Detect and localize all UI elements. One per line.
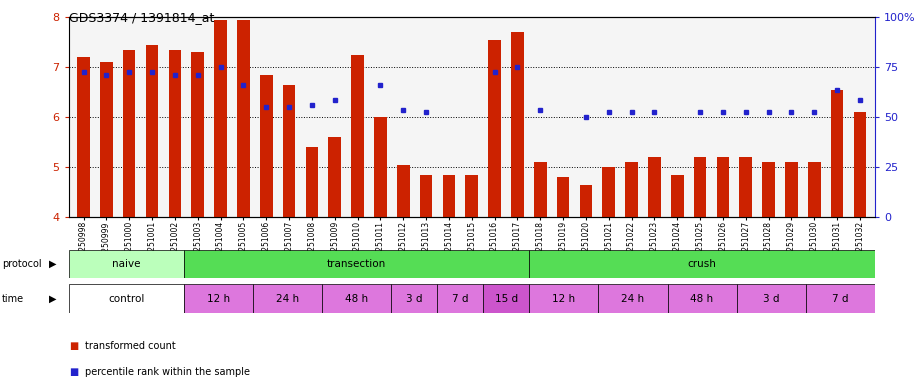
Bar <box>739 157 752 217</box>
Bar <box>69 284 184 313</box>
Bar <box>649 157 660 217</box>
Text: crush: crush <box>688 259 716 269</box>
Bar <box>329 137 341 217</box>
Text: ■: ■ <box>69 367 78 377</box>
Text: 3 d: 3 d <box>406 293 422 304</box>
Bar <box>100 62 113 217</box>
Bar <box>184 284 253 313</box>
Text: ▶: ▶ <box>49 259 56 269</box>
Bar <box>169 50 181 217</box>
Bar <box>322 284 391 313</box>
Bar <box>465 175 478 217</box>
Bar <box>488 40 501 217</box>
Bar <box>603 167 615 217</box>
Bar <box>374 117 387 217</box>
Bar <box>253 284 322 313</box>
Bar <box>283 85 295 217</box>
Text: 12 h: 12 h <box>207 293 230 304</box>
Bar <box>668 284 736 313</box>
Text: 48 h: 48 h <box>691 293 714 304</box>
Text: 7 d: 7 d <box>832 293 848 304</box>
Bar <box>785 162 798 217</box>
Bar <box>854 112 867 217</box>
Bar <box>306 147 318 217</box>
Bar <box>214 20 227 217</box>
Bar <box>831 90 844 217</box>
Text: time: time <box>2 293 24 304</box>
Text: percentile rank within the sample: percentile rank within the sample <box>85 367 250 377</box>
Bar <box>442 175 455 217</box>
Text: control: control <box>108 293 145 304</box>
Bar <box>806 284 875 313</box>
Text: GDS3374 / 1391814_at: GDS3374 / 1391814_at <box>69 12 214 25</box>
Bar <box>391 284 437 313</box>
Bar <box>534 162 547 217</box>
Bar <box>397 165 409 217</box>
Bar <box>184 250 529 278</box>
Text: transection: transection <box>327 259 387 269</box>
Text: 7 d: 7 d <box>452 293 468 304</box>
Text: 3 d: 3 d <box>763 293 780 304</box>
Bar <box>557 177 570 217</box>
Bar <box>529 250 875 278</box>
Text: 12 h: 12 h <box>552 293 575 304</box>
Bar <box>69 250 184 278</box>
Bar <box>762 162 775 217</box>
Bar <box>529 284 598 313</box>
Bar <box>420 175 432 217</box>
Bar <box>580 185 593 217</box>
Bar <box>191 52 204 217</box>
Text: 15 d: 15 d <box>495 293 518 304</box>
Bar <box>484 284 529 313</box>
Bar <box>123 50 136 217</box>
Bar <box>693 157 706 217</box>
Text: ▶: ▶ <box>49 293 56 304</box>
Bar <box>260 75 272 217</box>
Bar <box>808 162 821 217</box>
Text: ■: ■ <box>69 341 78 351</box>
Bar <box>146 45 158 217</box>
Bar <box>511 32 524 217</box>
Text: naive: naive <box>112 259 140 269</box>
Text: transformed count: transformed count <box>85 341 176 351</box>
Bar <box>626 162 638 217</box>
Bar <box>716 157 729 217</box>
Text: protocol: protocol <box>2 259 41 269</box>
Bar <box>671 175 683 217</box>
Bar <box>437 284 484 313</box>
Bar <box>598 284 668 313</box>
Text: 48 h: 48 h <box>345 293 368 304</box>
Bar <box>351 55 364 217</box>
Bar <box>237 20 250 217</box>
Bar <box>77 57 90 217</box>
Bar <box>736 284 806 313</box>
Text: 24 h: 24 h <box>621 293 645 304</box>
Text: 24 h: 24 h <box>276 293 299 304</box>
